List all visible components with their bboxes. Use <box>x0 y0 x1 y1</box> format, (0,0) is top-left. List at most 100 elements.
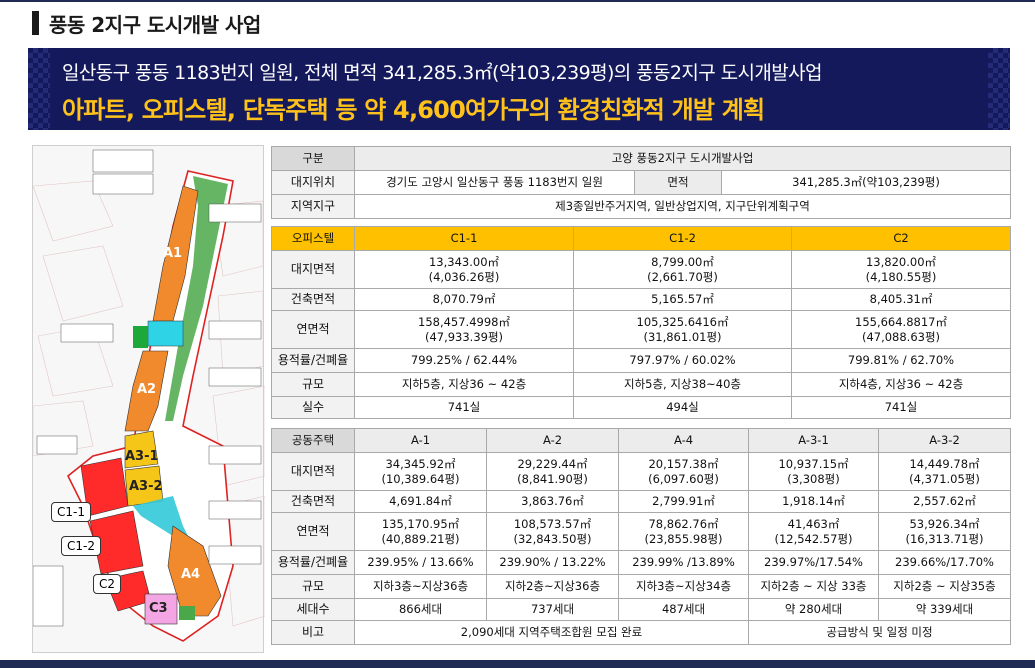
cell-line: (6,097.60평) <box>648 471 719 486</box>
table-row: 대지면적 34,345.92㎡ (10,389.64평) 29,229.44㎡ (8,8… <box>271 452 1011 491</box>
row-label: 대지면적 <box>271 452 355 491</box>
overview-table: 구분 고양 풍동2지구 도시개발사업 대지위치 경기도 고양시 일산동구 풍동 … <box>271 146 1011 219</box>
apartment-col-a-3-2: A-3-2 <box>878 428 1011 453</box>
cell-line: 108,573.57㎡ <box>513 517 592 532</box>
table-row: 규모 지하3층~지상36층 지하2층~지상36층 지하3층~지상34층 지하2층 ~ 지… <box>271 574 1011 599</box>
cell-line: 78,862.76㎡ <box>648 517 719 532</box>
zone-c1-shape <box>80 457 129 517</box>
apartment-header: 공동주택 <box>271 428 355 453</box>
cell-line: 약 339세대 <box>915 602 974 617</box>
table-cell: 약 280세대 <box>748 598 879 621</box>
zone-c3-shape <box>144 593 178 625</box>
cell-line: 799.81% / 62.70% <box>847 353 955 368</box>
table-cell: 지하4층, 지상36 ~ 42층 <box>791 372 1011 397</box>
table-cell: 8,070.79㎡ <box>354 288 574 311</box>
cell-line: 8,070.79㎡ <box>432 292 496 307</box>
table-cell: 8,405.31㎡ <box>791 288 1011 311</box>
cell-line: 지하3층~지상36층 <box>372 579 469 594</box>
cell-line: 158,457.4998㎡ <box>418 315 510 330</box>
table-cell: 737세대 <box>486 598 619 621</box>
row-label: 용적률/건폐율 <box>271 348 355 373</box>
table-cell: 13,343.00㎡ (4,036.26평) <box>354 250 574 289</box>
table-row: 연면적 158,457.4998㎡ (47,933.39평) 105,325.6416… <box>271 310 1011 349</box>
bottom-border <box>0 660 1035 668</box>
row-label: 건축면적 <box>271 490 355 513</box>
cell-line: 239.66%/17.70% <box>895 555 994 570</box>
table-cell: 239.66%/17.70% <box>878 550 1011 575</box>
table-cell: 108,573.57㎡ (32,843.50평) <box>486 512 619 551</box>
table-cell: 41,463㎡ (12,542.57평) <box>748 512 879 551</box>
row-label: 건축면적 <box>271 288 355 311</box>
cell-line: 741실 <box>447 400 481 415</box>
cell-line: (12,542.57평) <box>774 531 853 546</box>
cell-line: (16,313.71평) <box>905 531 984 546</box>
table-row: 연면적 135,170.95㎡ (40,889.21평) 108,573.57㎡ (32… <box>271 512 1011 551</box>
area-label: 면적 <box>634 170 722 195</box>
title-bar-marker <box>32 11 39 35</box>
table-cell: 239.99% /13.89% <box>618 550 749 575</box>
cell-line: 지하5층, 지상38~40층 <box>623 377 741 392</box>
cell-line: 41,463㎡ <box>787 517 840 532</box>
table-cell: 53,926.34㎡ (16,313.71평) <box>878 512 1011 551</box>
cell-line: 239.97%/17.54% <box>764 555 863 570</box>
row-label: 연면적 <box>271 512 355 551</box>
officetel-col-c1-2: C1-2 <box>573 226 792 251</box>
cell-line: 지하2층~지상36층 <box>504 579 601 594</box>
table-cell: 약 339세대 <box>878 598 1011 621</box>
cell-line: 494실 <box>666 400 699 415</box>
cell-line: 14,449.78㎡ <box>909 457 980 472</box>
zone-label-a4: A4 <box>181 567 201 582</box>
zone-a2-shape <box>124 350 169 432</box>
cell-line: 지하4층, 지상36 ~ 42층 <box>838 377 964 392</box>
top-border <box>0 0 1035 2</box>
banner-line-1: 일산동구 풍동 1183번지 일원, 전체 면적 341,285.3㎡(약103… <box>62 62 822 84</box>
apartment-col-a-4: A-4 <box>618 428 749 453</box>
cell-line: (4,036.26평) <box>428 269 500 284</box>
cell-line: 3,863.76㎡ <box>521 494 584 509</box>
table-cell: 155,664.8817㎡ (47,088.63평) <box>791 310 1011 349</box>
officetel-table: 오피스텔 C1-1 C1-2 C2 대지면적 13,343.00㎡ (4,036.2… <box>271 226 1011 419</box>
table-cell: 지하5층, 지상38~40층 <box>573 372 792 397</box>
table-cell: 지하3층~지상36층 <box>354 574 487 599</box>
page-title-text: 풍동 2지구 도시개발 사업 <box>49 12 261 37</box>
table-cell: 3,863.76㎡ <box>486 490 619 513</box>
table-cell: 지하2층 ~ 지상 33층 <box>748 574 879 599</box>
table-cell: 799.25% / 62.44% <box>354 348 574 373</box>
banner-pattern-left <box>28 48 50 130</box>
table-cell: 797.97% / 60.02% <box>573 348 792 373</box>
cell-line: 105,325.6416㎡ <box>636 315 729 330</box>
apartment-rows: 대지면적 34,345.92㎡ (10,389.64평) 29,229.44㎡ (8,8… <box>271 452 1011 621</box>
location-value: 경기도 고양시 일산동구 풍동 1183번지 일원 <box>354 170 635 195</box>
banner-pattern-right <box>988 48 1010 130</box>
table-cell: 239.97%/17.54% <box>748 550 879 575</box>
cell-line: 53,926.34㎡ <box>909 517 980 532</box>
cell-line: 약 280세대 <box>784 602 843 617</box>
cell-line: 지하5층, 지상36 ~ 42층 <box>401 377 527 392</box>
page-title: 풍동 2지구 도시개발 사업 <box>32 8 261 38</box>
zone-label-a3-1: A3-1 <box>125 449 159 464</box>
note-label: 비고 <box>271 620 355 645</box>
table-cell: 4,691.84㎡ <box>354 490 487 513</box>
table-cell: 487세대 <box>618 598 749 621</box>
cell-line: (47,933.39평) <box>424 329 504 344</box>
overview-header-label: 구분 <box>271 146 355 171</box>
cell-line: (8,841.90평) <box>517 471 588 486</box>
cell-line: 135,170.95㎡ <box>381 517 460 532</box>
cell-line: 지하2층 ~ 지상35층 <box>893 579 996 594</box>
table-row: 용적률/건폐율 239.95% / 13.66% 239.90% / 13.22% 2… <box>271 550 1011 575</box>
table-row: 용적률/건폐율 799.25% / 62.44% 797.97% / 60.02% 7… <box>271 348 1011 373</box>
table-cell: 1,918.14㎡ <box>748 490 879 513</box>
banner-line-2: 아파트, 오피스텔, 단독주택 등 약 4,600여가구의 환경친화적 개발 계… <box>62 96 765 124</box>
summary-banner: 일산동구 풍동 1183번지 일원, 전체 면적 341,285.3㎡(약103… <box>28 48 1010 130</box>
callout-c1-2: C1-2 <box>61 536 101 556</box>
officetel-rows: 대지면적 13,343.00㎡ (4,036.26평) 8,799.00㎡ (2,661… <box>271 250 1011 419</box>
officetel-header: 오피스텔 <box>271 226 355 251</box>
cell-line: 13,820.00㎡ <box>865 255 937 270</box>
row-label: 대지면적 <box>271 250 355 289</box>
cell-line: 741실 <box>884 400 918 415</box>
cell-line: 4,691.84㎡ <box>389 494 452 509</box>
cell-line: (2,661.70평) <box>647 269 718 284</box>
table-cell: 5,165.57㎡ <box>573 288 792 311</box>
zone-label: 지역지구 <box>271 194 355 219</box>
overview-header-value: 고양 풍동2지구 도시개발사업 <box>354 146 1011 171</box>
